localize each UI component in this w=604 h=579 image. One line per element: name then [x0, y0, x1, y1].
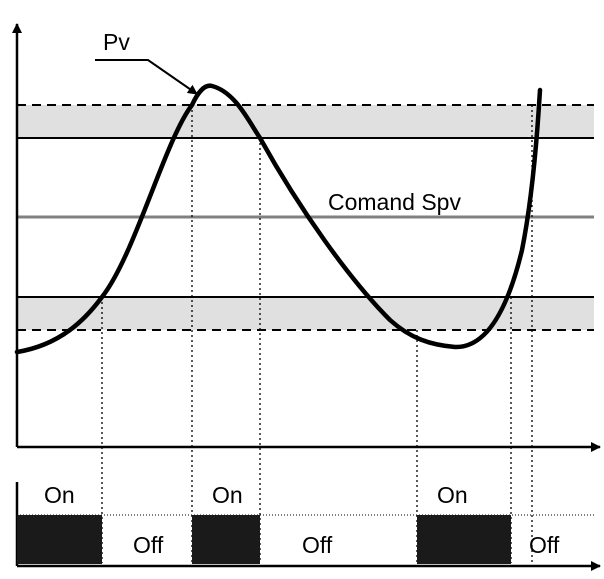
- upper-hysteresis-band: [17, 105, 594, 138]
- on-block-3: [417, 515, 511, 564]
- state-label-on-2: On: [212, 482, 243, 508]
- setpoint-label: Comand Spv: [328, 189, 461, 215]
- pv-leader-line: [95, 59, 198, 95]
- state-label-off-1: Off: [133, 532, 164, 558]
- state-label-on-3: On: [437, 482, 468, 508]
- on-block-2: [192, 515, 260, 564]
- state-label-off-3: Off: [529, 532, 560, 558]
- state-label-on-1: On: [44, 482, 75, 508]
- pv-label: Pv: [103, 29, 130, 55]
- on-block-1: [17, 515, 102, 564]
- process-value-curve: [14, 83, 543, 355]
- state-label-off-2: Off: [302, 532, 333, 558]
